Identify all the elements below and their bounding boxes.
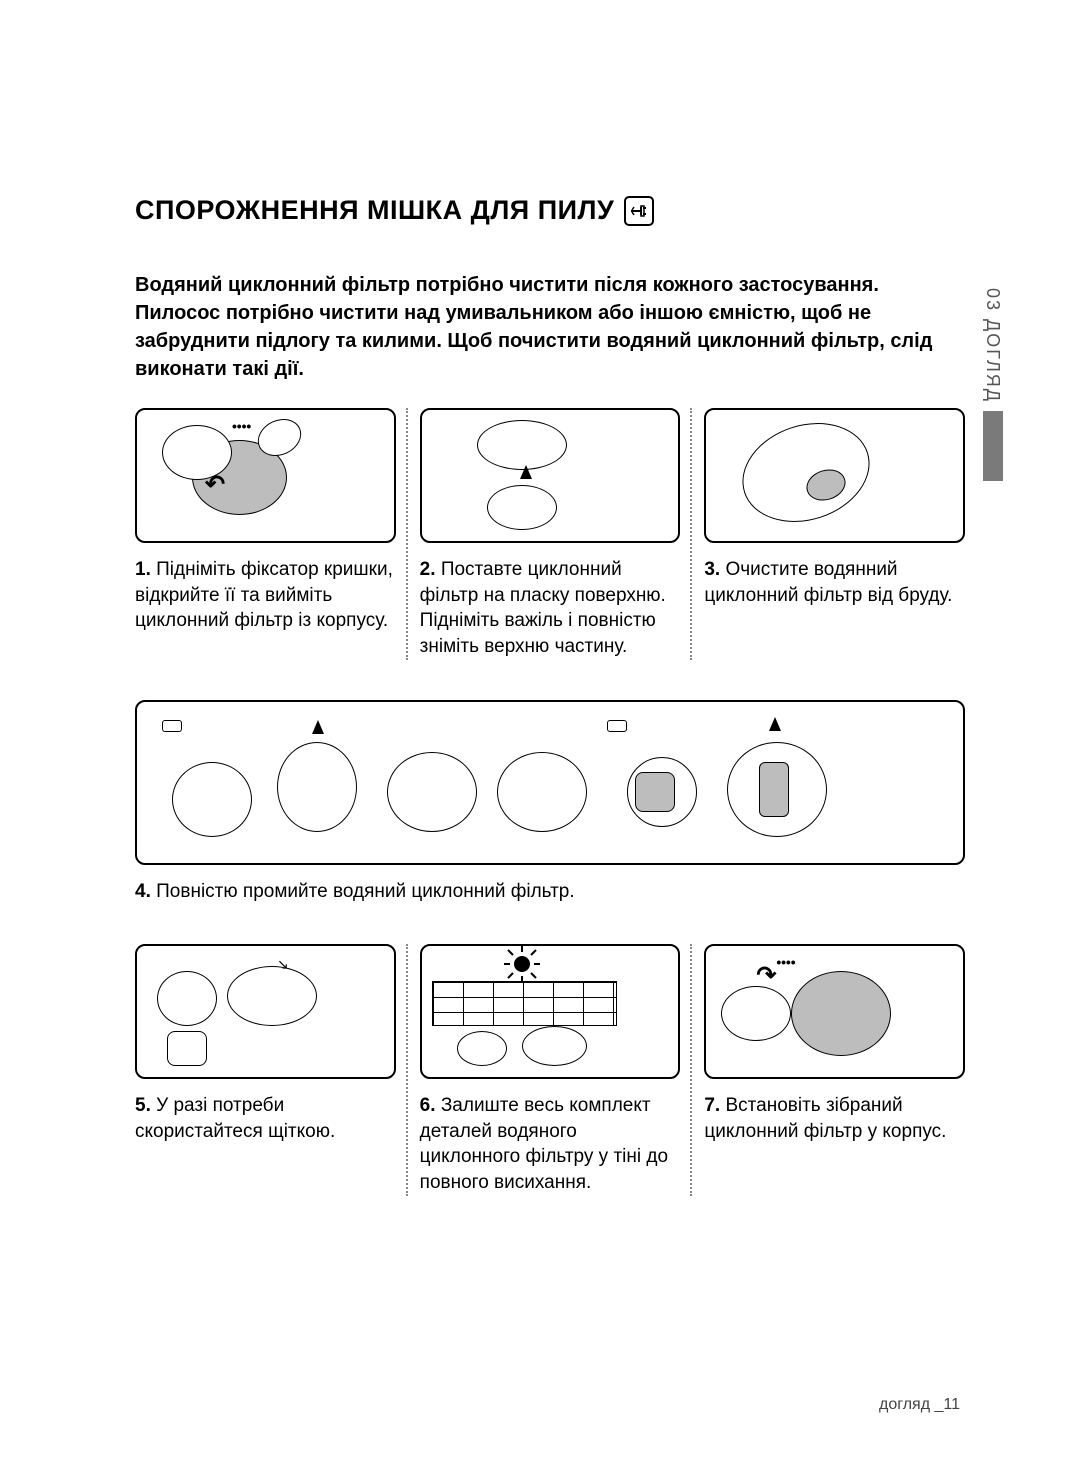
step-num: 3. — [704, 559, 720, 580]
step-body: У разі потреби скористайтеся щіткою. — [135, 1095, 335, 1142]
chapter-side-tab: 03 ДОГЛЯД — [980, 280, 1005, 481]
step-5: ↘ 5. У разі потреби скористайтеся щіткою… — [135, 944, 396, 1196]
step-num: 4. — [135, 881, 151, 902]
step-2: 2. Поставте циклонний фільтр на пласку п… — [420, 408, 681, 660]
step-body: Підніміть фіксатор кришки, відкрийте її … — [135, 559, 393, 631]
step-6-text: 6. Залиште весь комплект деталей водяног… — [420, 1093, 681, 1196]
step-1-text: 1. Підніміть фіксатор кришки, відкрийте … — [135, 557, 396, 634]
step-body: Очистите водянний циклонний фільтр від б… — [704, 559, 952, 606]
step-3-text: 3. Очистите водянний циклонний фільтр ві… — [704, 557, 965, 608]
step-2-text: 2. Поставте циклонний фільтр на пласку п… — [420, 557, 681, 660]
steps-row-1: ↶ • • • • 1. Підніміть фіксатор кришки, … — [135, 408, 965, 660]
step-num: 2. — [420, 559, 436, 580]
step-4-text: 4. Повністю промийте водяний циклонний ф… — [135, 879, 965, 905]
intro-paragraph: Водяний циклонний фільтр потрібно чистит… — [135, 271, 965, 383]
step-4-illustration — [135, 700, 965, 865]
step-3-illustration — [704, 408, 965, 543]
chapter-label: 03 ДОГЛЯД — [980, 280, 1005, 411]
step-num: 5. — [135, 1095, 151, 1116]
manual-page: СПОРОЖНЕННЯ МІШКА ДЛЯ ПИЛУ Водяний цикло… — [0, 0, 1080, 1469]
step-2-illustration — [420, 408, 681, 543]
step-7-illustration: • • • • ↷ — [704, 944, 965, 1079]
step-1: ↶ • • • • 1. Підніміть фіксатор кришки, … — [135, 408, 396, 660]
step-body: Залиште весь комплект деталей водяного ц… — [420, 1095, 668, 1193]
step-3: 3. Очистите водянний циклонний фільтр ві… — [704, 408, 965, 660]
step-num: 7. — [704, 1095, 720, 1116]
step-body: Поставте циклонний фільтр на пласку пове… — [420, 559, 666, 657]
step-6-illustration — [420, 944, 681, 1079]
page-footer: догляд _11 — [879, 1396, 960, 1414]
step-num: 1. — [135, 559, 151, 580]
page-title: СПОРОЖНЕННЯ МІШКА ДЛЯ ПИЛУ — [135, 195, 614, 226]
step-5-text: 5. У разі потреби скористайтеся щіткою. — [135, 1093, 396, 1144]
step-7-text: 7. Встановіть зібраний циклонний фільтр … — [704, 1093, 965, 1144]
step-body: Повністю промийте водяний циклонний філь… — [156, 881, 575, 902]
chapter-marker — [983, 411, 1003, 481]
step-num: 6. — [420, 1095, 436, 1116]
step-4: 4. Повністю промийте водяний циклонний ф… — [135, 700, 965, 905]
step-7: • • • • ↷ 7. Встановіть зібраний циклонн… — [704, 944, 965, 1196]
step-1-illustration: ↶ • • • • — [135, 408, 396, 543]
step-6: 6. Залиште весь комплект деталей водяног… — [420, 944, 681, 1196]
plug-icon — [624, 196, 654, 226]
step-5-illustration: ↘ — [135, 944, 396, 1079]
steps-row-3: ↘ 5. У разі потреби скористайтеся щіткою… — [135, 944, 965, 1196]
title-row: СПОРОЖНЕННЯ МІШКА ДЛЯ ПИЛУ — [135, 195, 965, 226]
step-body: Встановіть зібраний циклонний фільтр у к… — [704, 1095, 946, 1142]
